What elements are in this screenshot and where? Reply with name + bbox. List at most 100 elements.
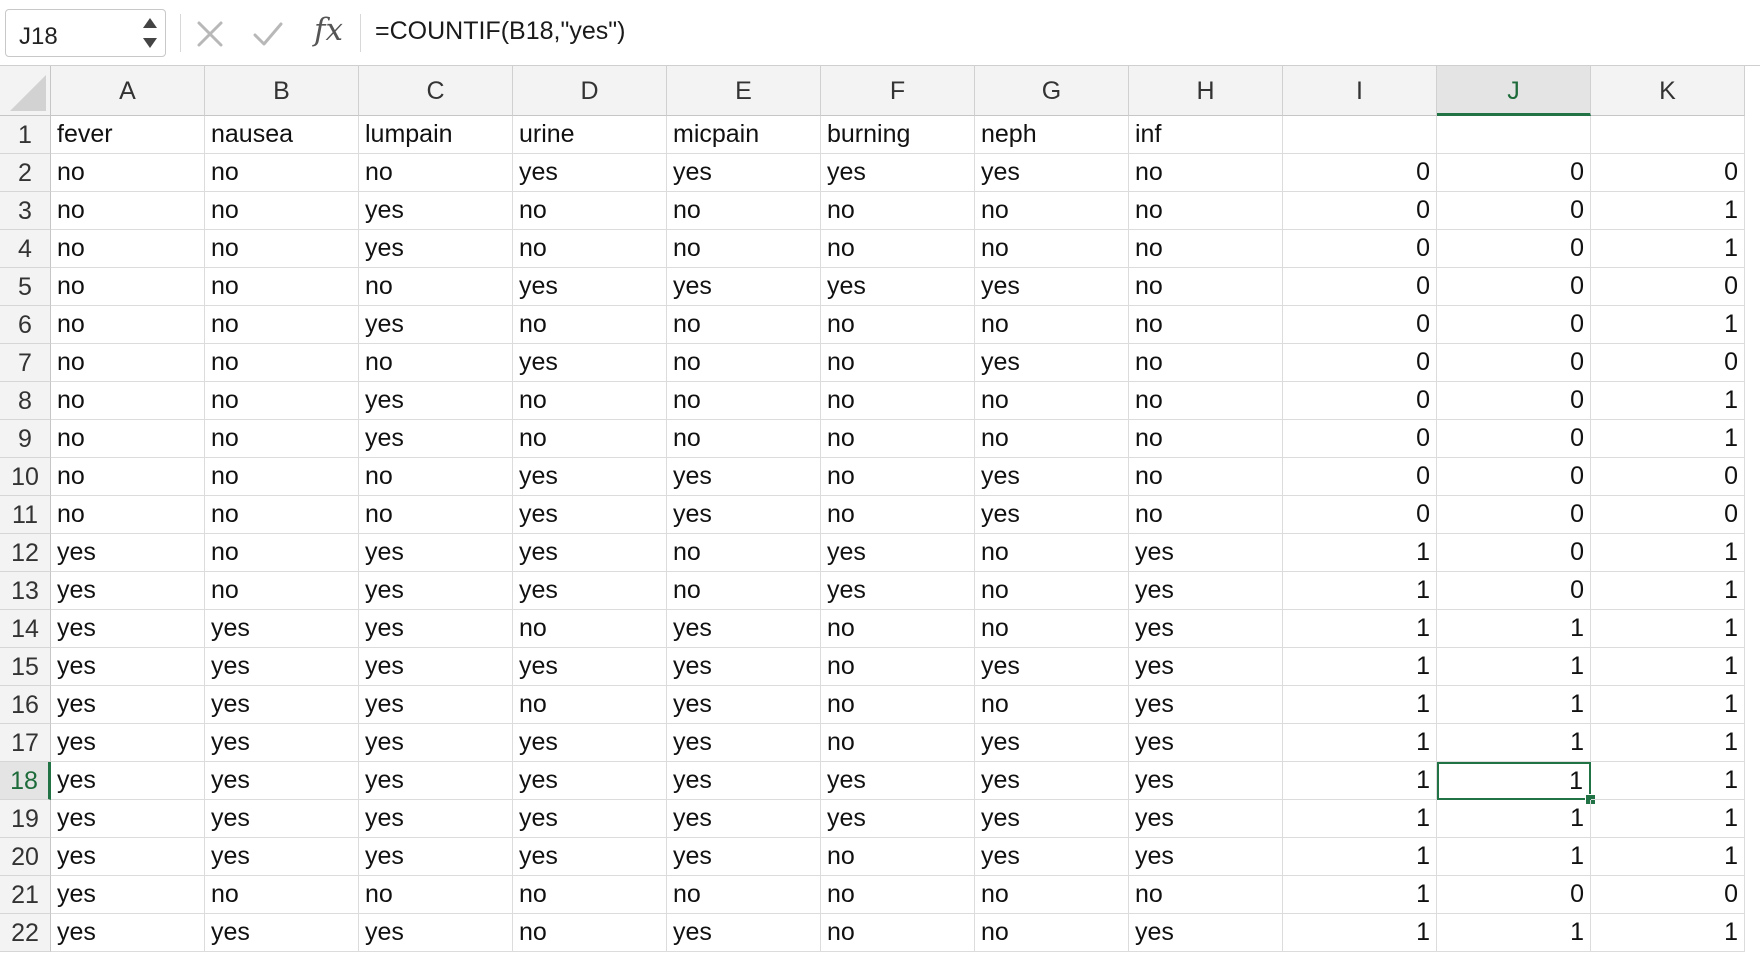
cell-f1[interactable]: burning (821, 116, 975, 154)
cell-b20[interactable]: yes (205, 838, 359, 876)
chevron-down-icon[interactable] (143, 38, 157, 48)
cell-d9[interactable]: no (513, 420, 667, 458)
cell-j1[interactable] (1437, 116, 1591, 154)
cell-b19[interactable]: yes (205, 800, 359, 838)
cell-f13[interactable]: yes (821, 572, 975, 610)
cell-e14[interactable]: yes (667, 610, 821, 648)
cell-f9[interactable]: no (821, 420, 975, 458)
cell-g17[interactable]: yes (975, 724, 1129, 762)
cell-f11[interactable]: no (821, 496, 975, 534)
cell-g5[interactable]: yes (975, 268, 1129, 306)
cell-i14[interactable]: 1 (1283, 610, 1437, 648)
cell-c3[interactable]: yes (359, 192, 513, 230)
cell-k7[interactable]: 0 (1591, 344, 1745, 382)
cell-a20[interactable]: yes (51, 838, 205, 876)
cell-e18[interactable]: yes (667, 762, 821, 800)
cell-e1[interactable]: micpain (667, 116, 821, 154)
cell-f5[interactable]: yes (821, 268, 975, 306)
cell-h12[interactable]: yes (1129, 534, 1283, 572)
cell-e20[interactable]: yes (667, 838, 821, 876)
row-header-4[interactable]: 4 (0, 230, 51, 268)
cell-h1[interactable]: inf (1129, 116, 1283, 154)
row-header-14[interactable]: 14 (0, 610, 51, 648)
cell-h18[interactable]: yes (1129, 762, 1283, 800)
cell-b10[interactable]: no (205, 458, 359, 496)
cell-i9[interactable]: 0 (1283, 420, 1437, 458)
cell-a22[interactable]: yes (51, 914, 205, 952)
cell-h8[interactable]: no (1129, 382, 1283, 420)
cell-i3[interactable]: 0 (1283, 192, 1437, 230)
cell-a11[interactable]: no (51, 496, 205, 534)
cell-i13[interactable]: 1 (1283, 572, 1437, 610)
cell-c1[interactable]: lumpain (359, 116, 513, 154)
cell-c8[interactable]: yes (359, 382, 513, 420)
cell-g11[interactable]: yes (975, 496, 1129, 534)
cell-j22[interactable]: 1 (1437, 914, 1591, 952)
cell-h22[interactable]: yes (1129, 914, 1283, 952)
cell-c11[interactable]: no (359, 496, 513, 534)
cell-e13[interactable]: no (667, 572, 821, 610)
cell-k21[interactable]: 0 (1591, 876, 1745, 914)
cell-j11[interactable]: 0 (1437, 496, 1591, 534)
cell-k1[interactable] (1591, 116, 1745, 154)
cell-g22[interactable]: no (975, 914, 1129, 952)
cell-k19[interactable]: 1 (1591, 800, 1745, 838)
cell-c16[interactable]: yes (359, 686, 513, 724)
cell-c5[interactable]: no (359, 268, 513, 306)
cell-d3[interactable]: no (513, 192, 667, 230)
cell-k12[interactable]: 1 (1591, 534, 1745, 572)
cell-d8[interactable]: no (513, 382, 667, 420)
cell-f22[interactable]: no (821, 914, 975, 952)
cell-f2[interactable]: yes (821, 154, 975, 192)
cell-e5[interactable]: yes (667, 268, 821, 306)
cell-i2[interactable]: 0 (1283, 154, 1437, 192)
column-header-d[interactable]: D (513, 66, 667, 116)
cell-f12[interactable]: yes (821, 534, 975, 572)
cell-b13[interactable]: no (205, 572, 359, 610)
cell-g18[interactable]: yes (975, 762, 1129, 800)
cell-e6[interactable]: no (667, 306, 821, 344)
cell-h13[interactable]: yes (1129, 572, 1283, 610)
cell-a3[interactable]: no (51, 192, 205, 230)
cell-h9[interactable]: no (1129, 420, 1283, 458)
cell-d10[interactable]: yes (513, 458, 667, 496)
fx-icon[interactable]: fx (314, 12, 343, 48)
cell-d18[interactable]: yes (513, 762, 667, 800)
cell-d4[interactable]: no (513, 230, 667, 268)
cell-a14[interactable]: yes (51, 610, 205, 648)
cell-b4[interactable]: no (205, 230, 359, 268)
cell-i21[interactable]: 1 (1283, 876, 1437, 914)
cell-j6[interactable]: 0 (1437, 306, 1591, 344)
cell-c20[interactable]: yes (359, 838, 513, 876)
row-header-10[interactable]: 10 (0, 458, 51, 496)
cell-e11[interactable]: yes (667, 496, 821, 534)
cell-k17[interactable]: 1 (1591, 724, 1745, 762)
cell-j21[interactable]: 0 (1437, 876, 1591, 914)
cell-a9[interactable]: no (51, 420, 205, 458)
cell-d22[interactable]: no (513, 914, 667, 952)
row-header-6[interactable]: 6 (0, 306, 51, 344)
cell-f18[interactable]: yes (821, 762, 975, 800)
cell-j8[interactable]: 0 (1437, 382, 1591, 420)
cell-b9[interactable]: no (205, 420, 359, 458)
cell-h15[interactable]: yes (1129, 648, 1283, 686)
select-all-icon[interactable] (10, 75, 46, 111)
cell-k18[interactable]: 1 (1591, 762, 1745, 800)
cell-c15[interactable]: yes (359, 648, 513, 686)
cell-g3[interactable]: no (975, 192, 1129, 230)
cell-c4[interactable]: yes (359, 230, 513, 268)
cell-j14[interactable]: 1 (1437, 610, 1591, 648)
cell-g20[interactable]: yes (975, 838, 1129, 876)
cell-b6[interactable]: no (205, 306, 359, 344)
cell-k16[interactable]: 1 (1591, 686, 1745, 724)
cell-g6[interactable]: no (975, 306, 1129, 344)
cell-h4[interactable]: no (1129, 230, 1283, 268)
cell-d15[interactable]: yes (513, 648, 667, 686)
cell-h10[interactable]: no (1129, 458, 1283, 496)
cell-f10[interactable]: no (821, 458, 975, 496)
cell-c21[interactable]: no (359, 876, 513, 914)
cell-i4[interactable]: 0 (1283, 230, 1437, 268)
cell-i5[interactable]: 0 (1283, 268, 1437, 306)
cell-h14[interactable]: yes (1129, 610, 1283, 648)
cell-h5[interactable]: no (1129, 268, 1283, 306)
